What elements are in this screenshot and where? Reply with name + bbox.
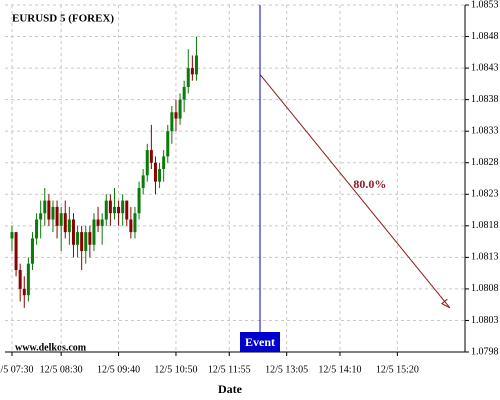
y-tick-label: 1.0843 bbox=[471, 62, 499, 73]
candle-body bbox=[162, 156, 166, 170]
candle-body bbox=[51, 206, 55, 220]
candle-body bbox=[190, 68, 194, 75]
candle-body bbox=[182, 87, 186, 100]
candle-body bbox=[76, 232, 80, 245]
x-axis-label: Date bbox=[218, 382, 243, 396]
candle-body bbox=[22, 288, 26, 296]
candle-body bbox=[63, 213, 67, 233]
candle-body bbox=[96, 219, 100, 226]
candle-body bbox=[174, 112, 178, 119]
x-tick-label: 12/5 07:30 bbox=[0, 364, 34, 375]
candle-body bbox=[100, 219, 104, 226]
candle-body bbox=[158, 169, 162, 182]
candle-body bbox=[121, 200, 125, 214]
x-tick-label: 12/5 10:50 bbox=[154, 364, 197, 375]
chart-title: EURUSD 5 (FOREX) bbox=[12, 13, 114, 25]
y-tick-label: 1.0853 bbox=[471, 0, 499, 10]
x-tick-label: 12/5 11:55 bbox=[208, 364, 251, 375]
candle-body bbox=[186, 68, 190, 88]
candle-body bbox=[141, 175, 145, 188]
x-tick-label: 12/5 09:40 bbox=[97, 364, 140, 375]
x-tick-label: 12/5 13:05 bbox=[265, 364, 308, 375]
candle-body bbox=[26, 263, 30, 296]
x-tick-label: 12/5 15:20 bbox=[376, 364, 419, 375]
candle-body bbox=[30, 238, 34, 264]
candle-body bbox=[112, 206, 116, 214]
candle-body bbox=[133, 213, 137, 233]
forecast-arrow bbox=[259, 74, 451, 309]
y-tick-label: 1.0803 bbox=[471, 315, 499, 326]
candle-body bbox=[84, 232, 88, 252]
candle-body bbox=[43, 200, 47, 214]
candle-body bbox=[59, 213, 63, 226]
candle-body bbox=[153, 162, 157, 182]
y-tick-label: 1.0848 bbox=[471, 31, 499, 42]
candle-body bbox=[55, 206, 59, 226]
candle-body bbox=[129, 219, 133, 233]
y-tick-label: 1.0833 bbox=[471, 125, 499, 136]
candle-body bbox=[117, 206, 121, 214]
candle-body bbox=[67, 219, 71, 233]
candle-body bbox=[80, 232, 84, 252]
candle-body bbox=[71, 219, 75, 245]
candle-body bbox=[14, 232, 18, 270]
candle-body bbox=[35, 219, 39, 239]
candle-body bbox=[104, 200, 108, 220]
y-tick-label: 1.0808 bbox=[471, 283, 499, 294]
forecast-label: 80.0% bbox=[353, 177, 386, 191]
candle-body bbox=[92, 219, 96, 245]
event-box bbox=[240, 332, 281, 352]
x-tick-label: 12/5 08:30 bbox=[40, 364, 83, 375]
candle-body bbox=[88, 232, 92, 245]
x-tick-label: 12/5 14:10 bbox=[318, 364, 361, 375]
arrow-head bbox=[440, 298, 451, 309]
candle-body bbox=[47, 200, 51, 220]
candle-body bbox=[194, 55, 198, 75]
candle-body bbox=[170, 112, 174, 132]
candle-body bbox=[10, 232, 14, 239]
candle-body bbox=[125, 200, 129, 220]
y-tick-label: 1.0818 bbox=[471, 220, 499, 231]
candle-body bbox=[108, 200, 112, 214]
candle-body bbox=[39, 213, 43, 220]
candle-body bbox=[149, 150, 153, 163]
y-tick-label: 1.0823 bbox=[471, 189, 499, 200]
y-tick-label: 1.0838 bbox=[471, 94, 499, 105]
y-tick-label: 1.0798 bbox=[471, 346, 499, 357]
candle-body bbox=[18, 269, 22, 289]
watermark: www.delkos.com bbox=[15, 342, 87, 353]
candle-body bbox=[137, 187, 141, 214]
y-tick-label: 1.0813 bbox=[471, 252, 499, 263]
candle-body bbox=[178, 99, 182, 119]
y-tick-label: 1.0828 bbox=[471, 157, 499, 168]
event-label: Event bbox=[245, 335, 275, 349]
candle-body bbox=[145, 150, 149, 176]
candle-body bbox=[166, 131, 170, 157]
